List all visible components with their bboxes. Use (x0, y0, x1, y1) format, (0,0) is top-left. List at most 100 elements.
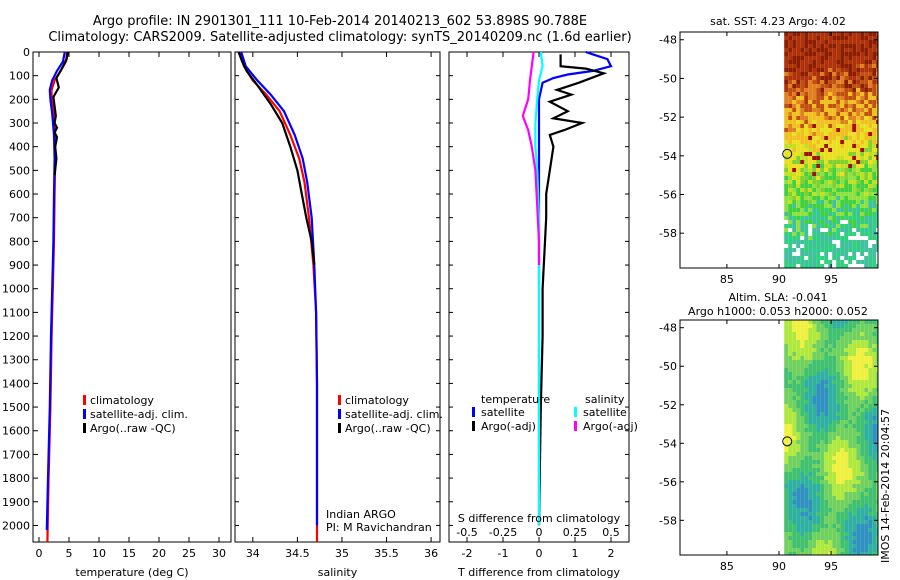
sla-map-cell (876, 464, 878, 468)
sla-map-cell (852, 372, 857, 376)
sla-map-cell (808, 332, 813, 336)
sla-map-cell (812, 324, 817, 328)
sla-map-cell (792, 320, 797, 324)
sst-map-cell (796, 140, 801, 144)
sla-map-cell (784, 328, 789, 332)
sst-map-cell (796, 256, 801, 260)
sla-map-cell (800, 404, 805, 408)
sst-map-cell (872, 120, 877, 124)
sst-map-cell (844, 64, 849, 68)
sla-map-cell (816, 540, 821, 544)
sst-map-cell (840, 104, 845, 108)
sst-map-cell (868, 44, 873, 48)
sla-map-cell (788, 336, 793, 340)
sla-map-cell (816, 500, 821, 504)
sst-map-cell (868, 60, 873, 64)
sst-map-cell (824, 172, 829, 176)
sla-map-cell (844, 388, 849, 392)
sla-map-cell (796, 552, 801, 555)
sla-map-cell (856, 432, 861, 436)
sla-map-cell (832, 536, 837, 540)
sst-map-cell (844, 116, 849, 120)
sst-map-cell (844, 132, 849, 136)
sla-map-cell (868, 548, 873, 552)
sla-map-cell (808, 384, 813, 388)
sla-map-cell (816, 516, 821, 520)
sst-map-cell (836, 88, 841, 92)
sla-map-cell (804, 380, 809, 384)
sla-map-cell (788, 372, 793, 376)
sst-map-cell (868, 108, 873, 112)
sst-map-cell (820, 52, 825, 56)
sst-map-cell (844, 124, 849, 128)
sst-map-cell (844, 56, 849, 60)
sla-map-cell (816, 472, 821, 476)
sla-map-cell (860, 368, 865, 372)
sst-map-cell (824, 116, 829, 120)
sla-map-cell (796, 544, 801, 548)
sst-map-cell (864, 68, 869, 72)
sst-map-cell (784, 140, 789, 144)
sst-map-cell (812, 60, 817, 64)
sst-map-cell (792, 48, 797, 52)
diff-x2tick-label: 0 (536, 526, 543, 539)
sst-map-cell (852, 180, 857, 184)
sst-map-cell (836, 40, 841, 44)
sst-map-cell (824, 36, 829, 40)
sst-map-cell (840, 188, 845, 192)
sla-map-cell (804, 484, 809, 488)
sla-map-cell (796, 352, 801, 356)
sst-map-cell (868, 40, 873, 44)
sal-legend-swatch (338, 423, 341, 433)
sla-map-cell (788, 532, 793, 536)
sst-map-cell (836, 172, 841, 176)
sla-map-cell (868, 332, 873, 336)
sla-map-cell (860, 552, 865, 555)
sla-map-cell (868, 424, 873, 428)
sla-map-cell (820, 496, 825, 500)
sla-map-cell (872, 340, 877, 344)
sst-map-cell (860, 172, 865, 176)
sla-map-cell (828, 452, 833, 456)
sla-map-cell (784, 520, 789, 524)
sst-map-cell (792, 204, 797, 208)
sla-map-cell (856, 376, 861, 380)
sla-map-cell (836, 336, 841, 340)
sst-map-cell (848, 232, 853, 236)
sst-map-cell (856, 88, 861, 92)
sst-map-cell (800, 192, 805, 196)
sla-map-cell (872, 416, 877, 420)
sst-map-cell (792, 44, 797, 48)
sst-map-cell (864, 128, 869, 132)
sla-map-cell (864, 516, 869, 520)
sla-map-cell (796, 340, 801, 344)
sla-map-cell (796, 332, 801, 336)
sla-map-cell (848, 440, 853, 444)
sla-map-cell (876, 412, 878, 416)
sla-map-cell (784, 496, 789, 500)
sst-map-cell (808, 124, 813, 128)
sst-map-cell (836, 148, 841, 152)
sst-map-cell (816, 56, 821, 60)
sla-map-cell (864, 480, 869, 484)
sst-map-cell (784, 88, 789, 92)
sst-map-cell (836, 108, 841, 112)
sla-map-cell (844, 340, 849, 344)
sla-map-cell (840, 376, 845, 380)
sst-map-cell (816, 160, 821, 164)
sst-map-cell (876, 240, 878, 244)
sla-map-cell (808, 428, 813, 432)
sst-map-cell (796, 196, 801, 200)
sst-map-cell (800, 172, 805, 176)
sst-map-cell (832, 220, 837, 224)
sst-map-cell (860, 228, 865, 232)
sst-map-cell (828, 192, 833, 196)
sst-map-cell (804, 52, 809, 56)
sla-map-cell (860, 496, 865, 500)
sst-map-cell (848, 216, 853, 220)
sst-map-cell (788, 36, 793, 40)
sst-map-cell (868, 84, 873, 88)
sst-map-cell (808, 236, 813, 240)
sst-map-cell (828, 112, 833, 116)
sla-map-cell (872, 456, 877, 460)
